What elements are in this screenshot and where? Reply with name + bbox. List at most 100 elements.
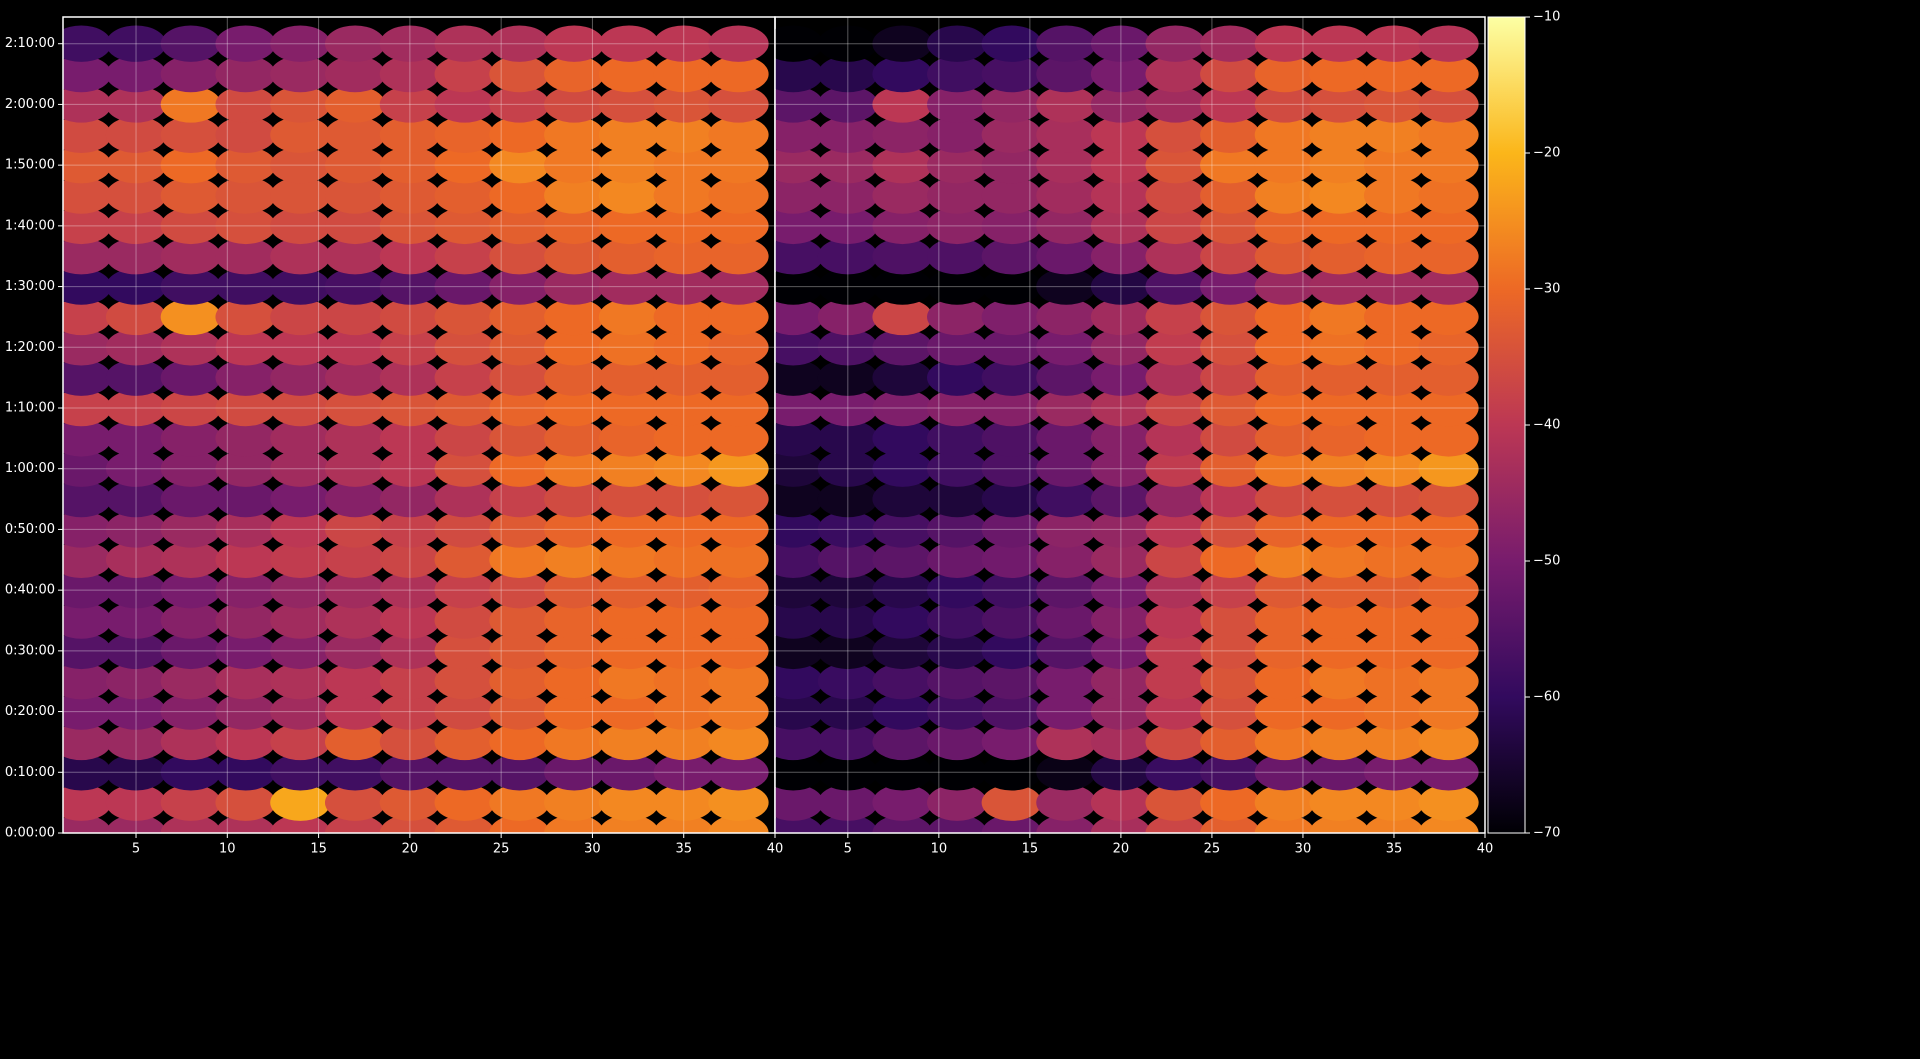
cell — [1036, 480, 1097, 518]
cell — [1418, 541, 1479, 578]
cell — [160, 602, 221, 639]
cell — [872, 754, 933, 791]
cell — [63, 450, 112, 487]
cell — [105, 207, 167, 245]
cell — [981, 511, 1042, 548]
cell — [215, 329, 276, 366]
cell — [708, 25, 769, 62]
cell — [598, 359, 660, 396]
cell — [775, 146, 824, 184]
cell — [981, 784, 1042, 821]
cell — [379, 238, 440, 275]
cell — [160, 86, 221, 123]
cell — [1254, 86, 1315, 123]
cell — [1309, 511, 1370, 548]
cell — [817, 814, 878, 833]
cell — [105, 541, 167, 578]
cell — [434, 298, 495, 336]
cell — [324, 268, 386, 305]
cell — [1145, 207, 1206, 245]
cell — [324, 86, 386, 123]
cell — [981, 389, 1042, 427]
cell — [379, 177, 440, 214]
cell — [872, 632, 933, 670]
cell — [270, 511, 331, 548]
cell — [1036, 177, 1097, 214]
cell — [927, 298, 988, 336]
cell — [489, 207, 550, 245]
cell — [775, 359, 824, 396]
cell — [1418, 389, 1479, 427]
cell — [1145, 55, 1206, 93]
x-tick-label: 25 — [493, 842, 510, 857]
cell — [653, 632, 714, 670]
cell — [434, 238, 495, 275]
cell — [708, 663, 769, 700]
cell — [1254, 693, 1315, 730]
cell — [1145, 268, 1206, 305]
cell — [160, 754, 221, 791]
cell — [1363, 480, 1425, 518]
cell — [1090, 177, 1151, 214]
cell — [653, 238, 714, 275]
cell — [1200, 602, 1261, 639]
cell — [379, 511, 440, 548]
cell — [63, 116, 112, 153]
cell — [1309, 693, 1370, 730]
cell — [105, 571, 167, 609]
cell — [1363, 177, 1425, 214]
cell — [434, 480, 495, 518]
cell — [1309, 784, 1370, 821]
cell — [324, 723, 386, 761]
cell — [105, 814, 167, 833]
cell — [63, 632, 112, 670]
cell — [927, 754, 988, 791]
cell — [215, 55, 276, 93]
cell — [1254, 571, 1315, 609]
cell — [775, 268, 824, 305]
cell — [1200, 723, 1261, 761]
cell — [1418, 754, 1479, 791]
cell — [160, 207, 221, 245]
cell — [981, 207, 1042, 245]
cell — [653, 359, 714, 396]
colorbar-tick-label: −20 — [1533, 146, 1560, 161]
cell — [1145, 86, 1206, 123]
cell — [215, 814, 276, 833]
cell — [1036, 450, 1097, 487]
cell — [1145, 116, 1206, 153]
cell — [1200, 541, 1261, 578]
cell — [1418, 86, 1479, 123]
cell — [379, 571, 440, 609]
cell — [105, 359, 167, 396]
cell — [598, 723, 660, 761]
cell — [489, 329, 550, 366]
cell — [270, 754, 331, 791]
cell — [981, 298, 1042, 336]
cell — [775, 723, 824, 761]
cell — [544, 238, 605, 275]
cell — [653, 754, 714, 791]
cell — [1090, 602, 1151, 639]
cell — [270, 420, 331, 457]
cell — [63, 55, 112, 93]
cell — [215, 663, 276, 700]
cell — [1309, 146, 1370, 184]
cell — [1145, 814, 1206, 833]
cell — [1145, 571, 1206, 609]
cell — [872, 207, 933, 245]
cell — [324, 480, 386, 518]
cell — [1145, 693, 1206, 730]
cell — [981, 177, 1042, 214]
cell — [489, 571, 550, 609]
cell — [434, 723, 495, 761]
cell — [215, 146, 276, 184]
cell — [1363, 238, 1425, 275]
cell — [1036, 420, 1097, 457]
cell — [379, 632, 440, 670]
cell — [489, 754, 550, 791]
cell — [653, 571, 714, 609]
cell — [1309, 814, 1370, 833]
cell — [872, 541, 933, 578]
